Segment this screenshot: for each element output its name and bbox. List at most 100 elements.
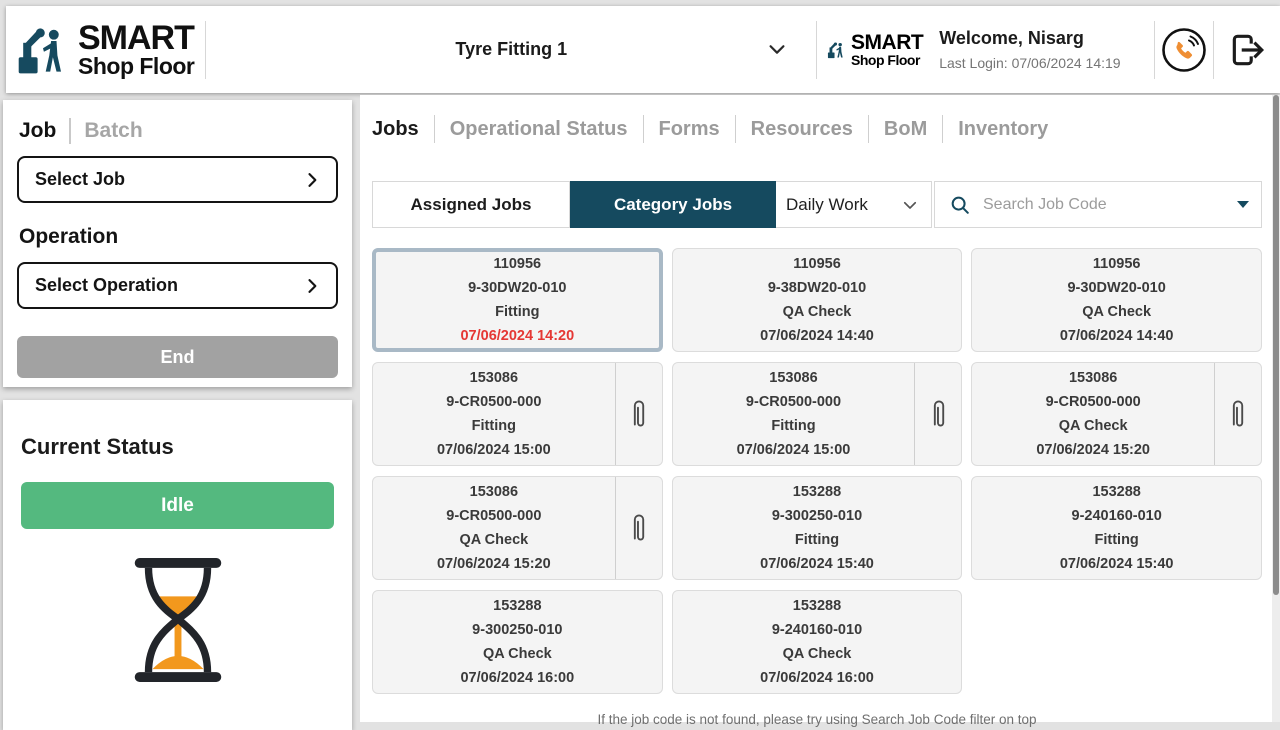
work-period-select[interactable]: Daily Work [776,181,932,228]
select-operation-label: Select Operation [35,275,179,295]
app-header: SMART Shop Floor Tyre Fitting 1 SMART Sh… [6,6,1280,93]
job-part: 9-30DW20-010 [468,279,567,296]
app-logo: SMART Shop Floor [6,21,205,78]
dropdown-caret-icon[interactable] [1237,201,1249,208]
tab-bom[interactable]: BoM [883,117,928,140]
job-card-body: 110956 9-30DW20-010 Fitting 07/06/2024 1… [376,252,659,348]
job-card[interactable]: 153288 9-240160-010 QA Check 07/06/2024 … [671,590,963,694]
tab-inventory[interactable]: Inventory [958,117,1049,140]
job-card-grid: 110956 9-30DW20-010 Fitting 07/06/2024 1… [372,248,1262,694]
scrollbar-thumb[interactable] [1273,95,1279,595]
header-divider [816,20,818,79]
job-operation: QA Check [782,303,852,320]
job-card[interactable]: 153086 9-CR0500-000 QA Check 07/06/2024 … [971,362,1262,466]
welcome-text: Welcome, Nisarg [939,28,1084,48]
robot-worker-logo-icon [828,41,843,58]
job-operation: Fitting [1094,531,1139,548]
job-card-body: 153086 9-CR0500-000 QA Check 07/06/2024 … [373,477,615,579]
job-card[interactable]: 153288 9-300250-010 Fitting 07/06/2024 1… [671,476,963,580]
job-attachment[interactable] [914,363,961,465]
job-card-body: 153086 9-CR0500-000 QA Check 07/06/2024 … [972,363,1214,465]
job-card-body: 153086 9-CR0500-000 Fitting 07/06/2024 1… [373,363,615,465]
job-operation: Fitting [471,417,516,434]
job-card-body: 110956 9-30DW20-010 QA Check 07/06/2024 … [972,249,1261,351]
robot-worker-logo-icon [18,27,61,73]
logo-text-line2: Shop Floor [78,53,195,79]
category-jobs-button[interactable]: Category Jobs [570,181,776,228]
job-datetime: 07/06/2024 16:00 [760,669,874,686]
job-datetime: 07/06/2024 14:40 [1059,327,1174,344]
select-job-button[interactable]: Select Job [17,156,338,203]
job-operation: QA Check [1082,303,1152,320]
paperclip-icon [933,400,944,427]
paperclip-icon [634,400,645,427]
logo-text-line2: Shop Floor [851,52,920,68]
tab-batch[interactable]: Batch [84,119,143,142]
job-attachment[interactable] [614,363,662,465]
app-logo-small: SMART Shop Floor [817,31,924,68]
job-operation: Fitting [771,417,816,434]
chevron-right-icon [308,278,317,293]
assigned-jobs-button[interactable]: Assigned Jobs [372,181,570,228]
select-job-label: Select Job [35,169,126,189]
job-attachment[interactable] [614,477,662,579]
job-card-body: 153086 9-CR0500-000 Fitting 07/06/2024 1… [673,363,915,465]
tab-jobs[interactable]: Jobs [372,117,419,140]
phone-support-icon [1162,27,1207,72]
job-operation: Fitting [495,303,540,320]
job-card[interactable]: 110956 9-30DW20-010 QA Check 07/06/2024 … [971,248,1262,352]
chevron-down-icon[interactable] [766,38,788,60]
support-call-button[interactable] [1155,27,1213,73]
tab-divider [867,115,869,143]
end-button[interactable]: End [17,336,338,378]
status-badge: Idle [21,482,334,529]
work-period-value: Daily Work [786,194,868,214]
job-code: 110956 [493,255,542,272]
logo-text-line1: SMART [78,19,195,57]
search-job-code-input[interactable] [983,195,1225,214]
job-part: 9-CR0500-000 [446,393,542,410]
tab-divider [642,115,644,143]
mode-tabs: Job Batch [19,118,338,144]
last-login-text: Last Login: 07/06/2024 14:19 [939,55,1121,71]
job-part: 9-CR0500-000 [446,507,542,524]
job-datetime: 07/06/2024 15:20 [1036,441,1150,458]
job-datetime: 07/06/2024 15:00 [736,441,851,458]
station-name: Tyre Fitting 1 [455,39,568,59]
job-card[interactable]: 153288 9-240160-010 Fitting 07/06/2024 1… [971,476,1262,580]
job-attachment[interactable] [1213,363,1261,465]
job-card[interactable]: 110956 9-38DW20-010 QA Check 07/06/2024 … [671,248,963,352]
main-tabs: Jobs Operational Status Forms Resources … [372,115,1262,143]
job-card[interactable]: 153288 9-300250-010 QA Check 07/06/2024 … [372,590,663,694]
chevron-right-icon [308,172,317,187]
hourglass-wrap [21,549,334,691]
station-selector[interactable]: Tyre Fitting 1 [206,6,816,93]
tab-divider [942,115,944,143]
job-card[interactable]: 153086 9-CR0500-000 Fitting 07/06/2024 1… [671,362,963,466]
paperclip-icon [634,514,645,541]
job-code: 153086 [469,369,519,386]
job-datetime: 07/06/2024 16:00 [460,669,575,686]
vertical-scrollbar[interactable] [1272,95,1280,722]
job-part: 9-CR0500-000 [745,393,842,410]
logout-button[interactable] [1214,31,1280,69]
job-part: 9-30DW20-010 [1067,279,1166,296]
footer-note: If the job code is not found, please try… [597,712,1037,727]
job-card[interactable]: 153086 9-CR0500-000 QA Check 07/06/2024 … [372,476,663,580]
tab-operational-status[interactable]: Operational Status [449,117,628,140]
job-part: 9-240160-010 [771,621,863,638]
job-operation: Fitting [794,531,840,548]
tab-forms[interactable]: Forms [658,117,720,140]
select-operation-button[interactable]: Select Operation [17,262,338,309]
job-datetime: 07/06/2024 14:40 [760,327,874,344]
tab-job[interactable]: Job [19,119,57,142]
job-code: 153086 [469,483,519,500]
logo-text-line1: SMART [851,31,924,54]
job-card[interactable]: 153086 9-CR0500-000 Fitting 07/06/2024 1… [372,362,663,466]
job-card-body: 153288 9-240160-010 Fitting 07/06/2024 1… [972,477,1261,579]
tab-resources[interactable]: Resources [750,117,853,140]
job-code: 153288 [792,483,842,500]
header-divider [1213,20,1215,79]
chevron-down-icon [903,201,917,209]
job-card[interactable]: 110956 9-30DW20-010 Fitting 07/06/2024 1… [372,248,663,352]
